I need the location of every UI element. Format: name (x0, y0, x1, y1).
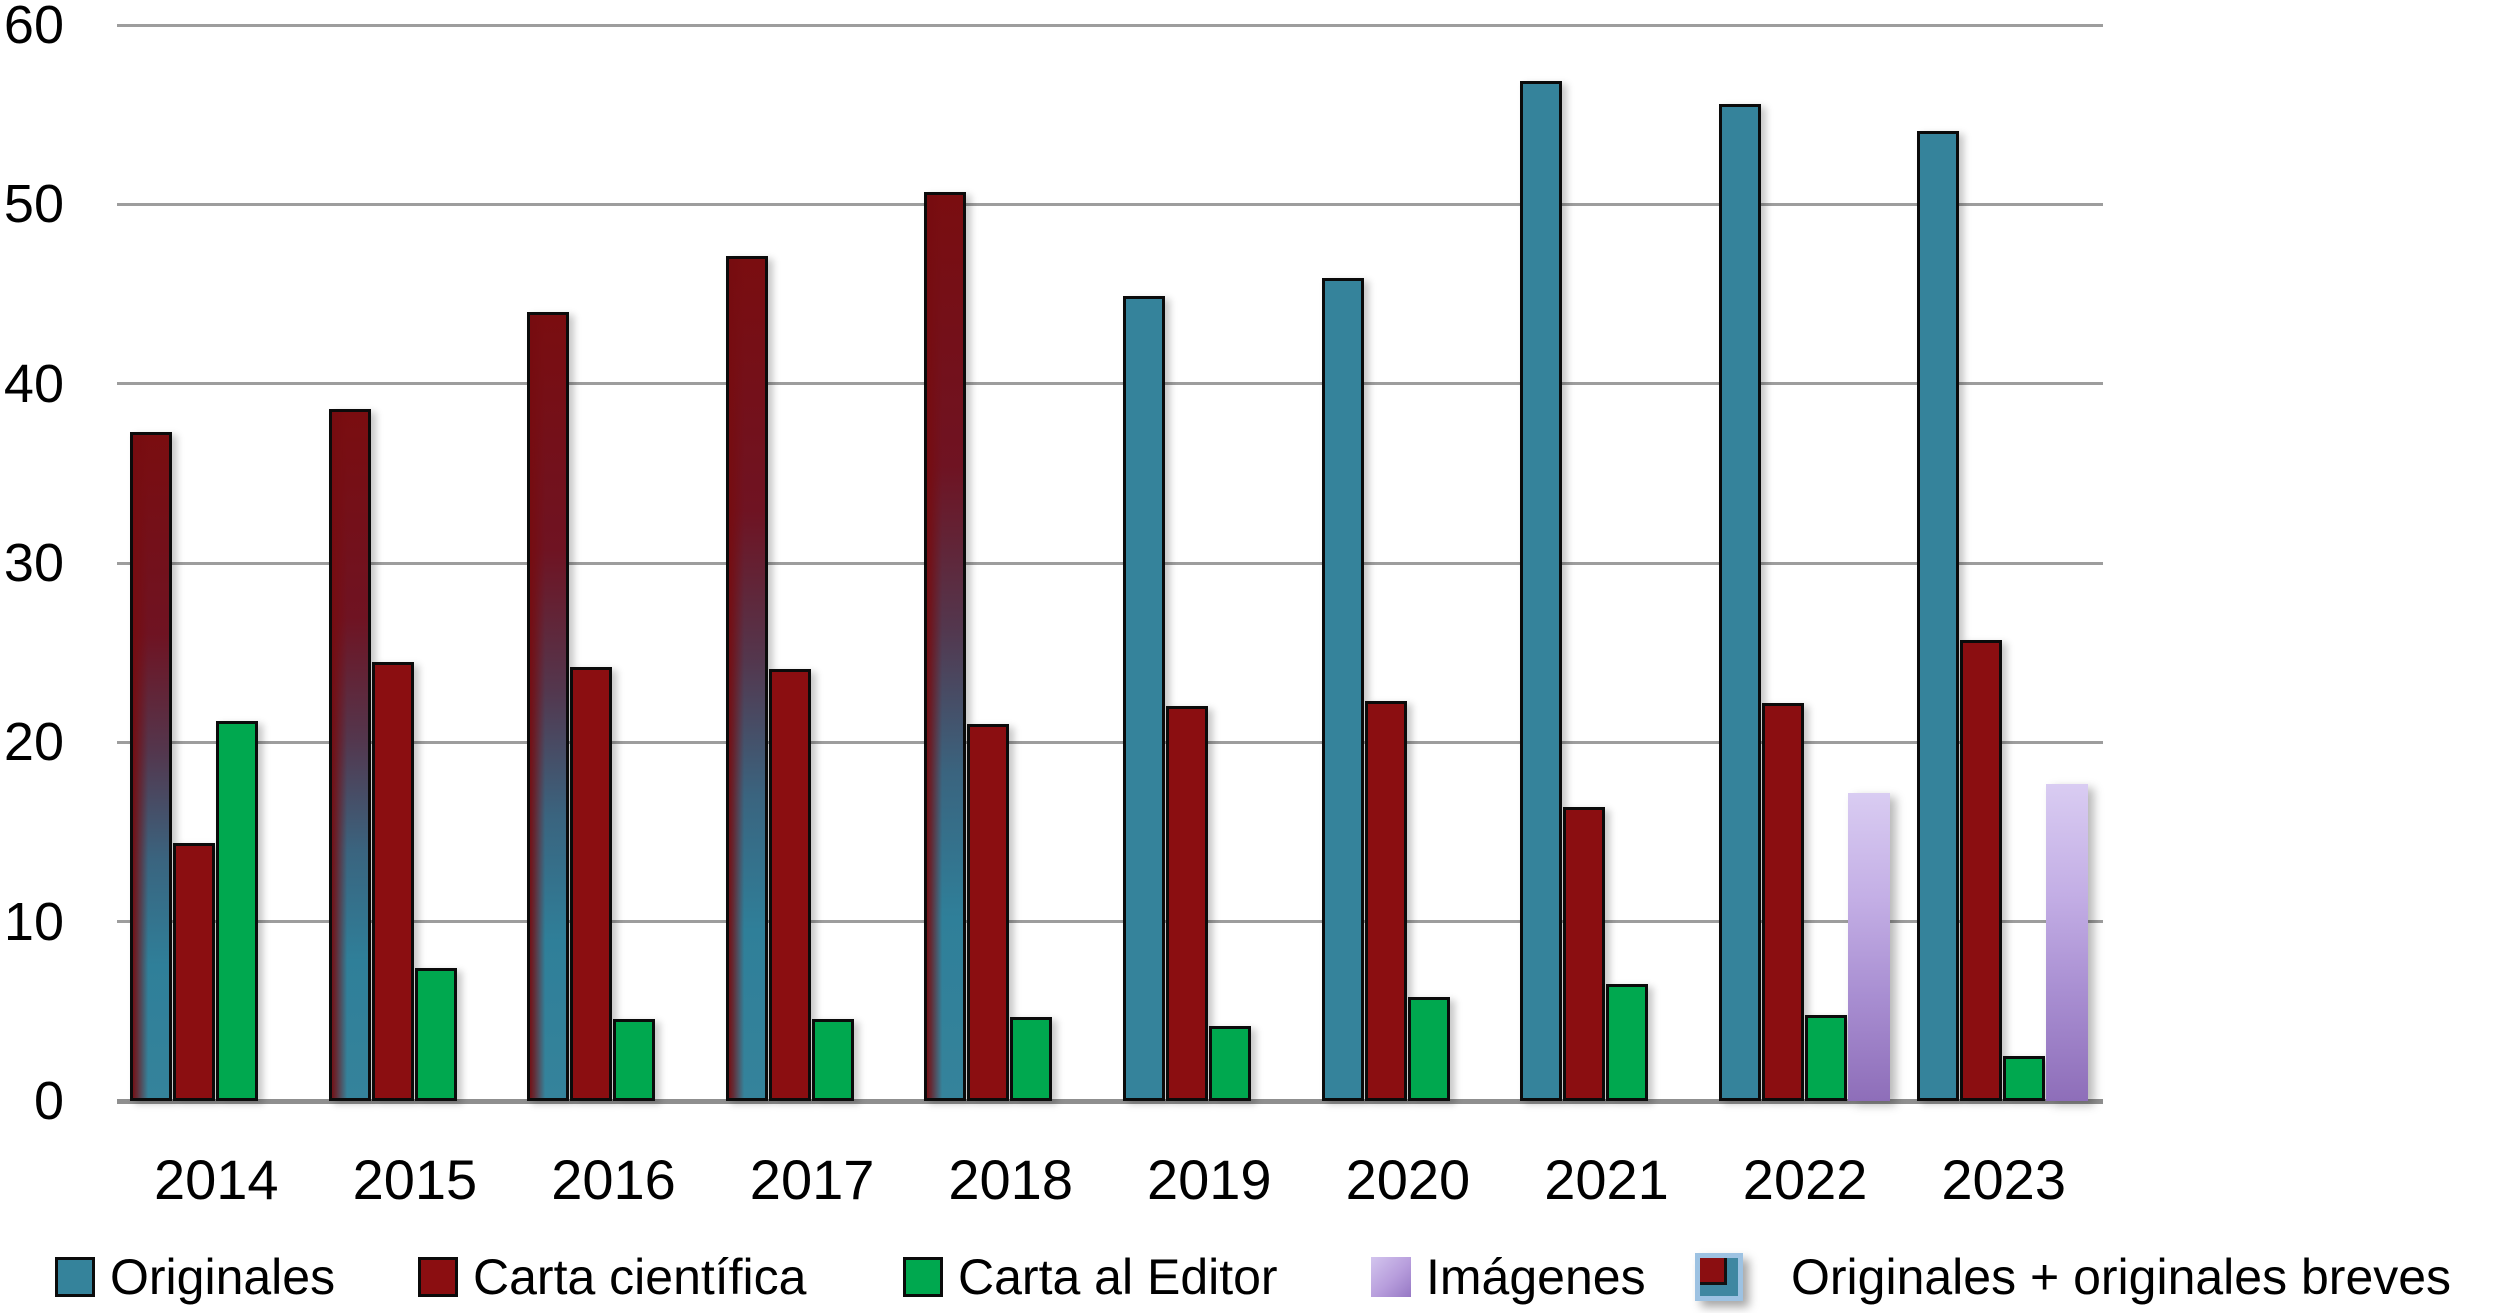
bar-carta-cient-fica-2019 (1166, 706, 1208, 1101)
bar-carta-al-editor-2022 (1804, 1014, 1847, 1101)
bar-carta-cient-fica-2015 (371, 661, 414, 1101)
y-tick-label-50: 50 (3, 174, 64, 235)
bar-originales-originales-breves-2015 (328, 408, 371, 1101)
bar-carta-al-editor-2015 (414, 968, 457, 1101)
bar-carta-cient-fica-2021 (1563, 806, 1606, 1101)
bar-carta-al-editor-2023 (2003, 1056, 2046, 1101)
y-tick-label-10: 10 (3, 891, 64, 952)
bar-carta-cient-fica-2016 (570, 667, 613, 1101)
legend-label-originales-breves: Originales + originales breves (1791, 1249, 2452, 1305)
x-tick-label-2018: 2018 (948, 1148, 1073, 1211)
bar-originales-2023 (1917, 130, 1960, 1101)
bar-carta-cient-fica-2018 (967, 724, 1010, 1101)
x-tick-label-2019: 2019 (1147, 1148, 1272, 1211)
bar-carta-cient-fica-2023 (1960, 640, 2003, 1101)
gridline-30 (117, 561, 2103, 565)
bar-carta-al-editor-2016 (613, 1018, 656, 1101)
bar-carta-cient-fica-2017 (768, 668, 811, 1101)
bar-carta-cient-fica-2022 (1761, 702, 1804, 1101)
legend-item-originales-breves: Originales + originales breves (1695, 1243, 2451, 1311)
bar-originales-originales-breves-2017 (725, 256, 768, 1101)
legend-item-carta-cientifica: Carta científica (418, 1243, 806, 1311)
legend-label-carta-al-editor: Carta al Editor (958, 1249, 1278, 1305)
gridline-60 (117, 23, 2103, 27)
bar-carta-cient-fica-2014 (173, 842, 215, 1101)
bar-originales-2022 (1718, 103, 1761, 1101)
gridline-20 (117, 740, 2103, 744)
bar-carta-cient-fica-2020 (1364, 701, 1407, 1101)
gridline-10 (117, 920, 2103, 924)
legend-label-carta-cientifica: Carta científica (473, 1249, 807, 1305)
y-tick-label-30: 30 (3, 533, 64, 593)
bar-originales-2020 (1321, 277, 1364, 1101)
legend-label-imagenes: Imágenes (1426, 1249, 1646, 1305)
bar-carta-al-editor-2019 (1209, 1025, 1251, 1101)
bar-carta-al-editor-2020 (1407, 996, 1450, 1101)
y-tick-label-40: 40 (3, 353, 64, 414)
y-tick-label-60: 60 (3, 0, 64, 55)
x-tick-label-2015: 2015 (352, 1148, 478, 1211)
x-tick-label-2016: 2016 (551, 1148, 676, 1211)
gridline-40 (117, 382, 2103, 386)
gridline-50 (117, 202, 2103, 206)
x-tick-label-2021: 2021 (1544, 1148, 1669, 1211)
legend-item-imagenes: Imágenes (1371, 1243, 1646, 1311)
bar-originales-originales-breves-2018 (924, 191, 967, 1101)
y-tick-label-0: 0 (33, 1071, 64, 1131)
x-tick-label-2014: 2014 (154, 1148, 279, 1211)
bar-im-genes-2022 (1847, 792, 1890, 1101)
bar-originales-originales-breves-2016 (527, 311, 570, 1101)
x-tick-label-2022: 2022 (1742, 1148, 1868, 1211)
x-tick-label-2017: 2017 (749, 1148, 875, 1211)
legend-item-carta-al-editor: Carta al Editor (903, 1243, 1278, 1311)
legend-swatch-originales-icon (55, 1257, 95, 1297)
bar-originales-originales-breves-2014 (130, 432, 172, 1101)
bar-carta-al-editor-2017 (811, 1018, 854, 1101)
bar-im-genes-2023 (2046, 783, 2089, 1101)
x-axis-line (117, 1099, 2103, 1104)
legend-swatch-imagenes-icon (1371, 1257, 1411, 1297)
y-tick-label-20: 20 (3, 712, 64, 773)
bar-carta-al-editor-2018 (1010, 1016, 1053, 1101)
combo-corner-icon (1700, 1258, 1727, 1285)
bar-carta-al-editor-2021 (1606, 984, 1649, 1101)
legend-item-originales: Originales (55, 1243, 335, 1311)
legend-swatch-carta-al-editor-icon (903, 1257, 943, 1297)
legend-swatch-originales-breves-icon (1695, 1253, 1743, 1301)
legend-swatch-carta-cientifica-icon (418, 1257, 458, 1297)
legend-label-originales: Originales (110, 1249, 336, 1305)
x-tick-label-2023: 2023 (1941, 1148, 2066, 1211)
x-tick-label-2020: 2020 (1345, 1148, 1471, 1211)
bar-carta-al-editor-2014 (216, 720, 258, 1101)
bar-originales-2021 (1520, 80, 1563, 1101)
bar-originales-2019 (1123, 295, 1165, 1101)
